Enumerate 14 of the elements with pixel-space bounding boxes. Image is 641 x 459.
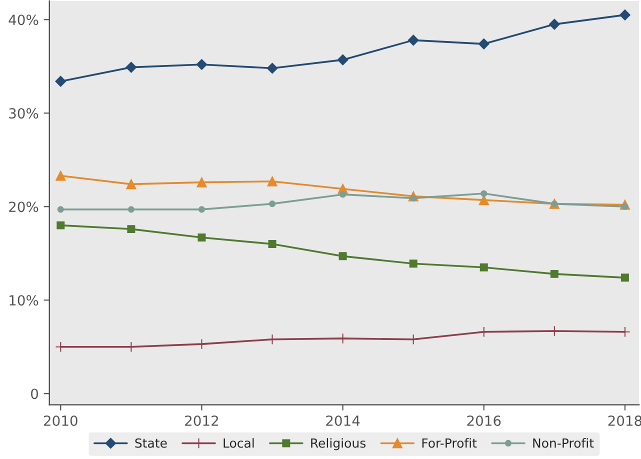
- legend-label: Non-Profit: [533, 438, 594, 448]
- y-tick-label: 40%: [8, 14, 38, 26]
- legend-label: For-Profit: [422, 438, 477, 448]
- y-tick-label: 0: [31, 388, 38, 400]
- x-tick-label: 2010: [44, 416, 78, 426]
- y-tick-label: 20%: [9, 202, 38, 212]
- y-tick-label: 10%: [10, 295, 38, 306]
- legend-label: Local: [224, 438, 254, 448]
- x-tick-label: 2014: [326, 416, 360, 426]
- y-tick-label: 30%: [9, 108, 38, 119]
- legend-label: Religious: [311, 438, 366, 450]
- x-tick-label: 2016: [467, 416, 501, 426]
- legend-label: State: [135, 438, 167, 448]
- x-tick-label: 2012: [185, 416, 218, 426]
